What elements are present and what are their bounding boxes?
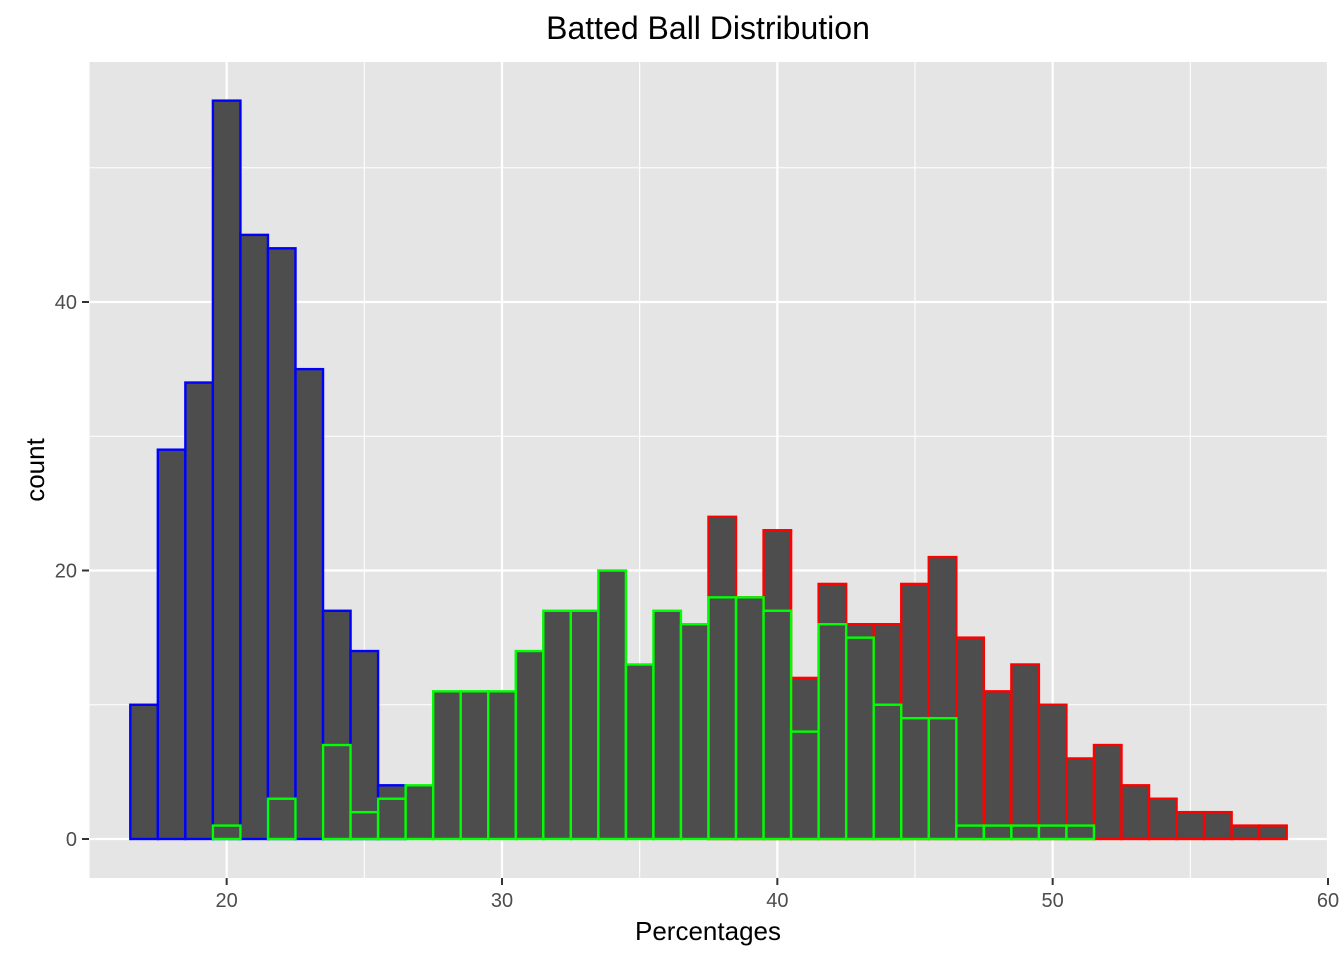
- histogram-bar: [734, 596, 765, 841]
- histogram-bar: [211, 824, 242, 841]
- histogram-bar: [872, 703, 903, 841]
- y-axis-title: count: [20, 437, 50, 501]
- histogram-bar: [1065, 824, 1096, 841]
- histogram-bar: [376, 797, 407, 841]
- histogram-series-3: [211, 569, 1096, 841]
- histogram-bar: [1230, 824, 1261, 841]
- y-tick-label: 0: [66, 829, 77, 851]
- histogram-bar: [569, 609, 600, 841]
- x-tick-label: 20: [216, 890, 238, 912]
- histogram-bar: [817, 623, 848, 841]
- histogram-bar: [211, 99, 242, 841]
- histogram-bar: [927, 716, 958, 841]
- histogram-bar: [156, 448, 187, 841]
- histogram-bar: [266, 247, 297, 841]
- histogram-bar: [900, 716, 930, 841]
- y-axis: 0 20 40: [55, 292, 89, 851]
- histogram-bar: [789, 730, 820, 841]
- chart-title: Batted Ball Distribution: [546, 10, 870, 46]
- histogram-bar: [1092, 743, 1123, 841]
- histogram-bar: [266, 797, 297, 841]
- x-tick-label: 60: [1317, 890, 1339, 912]
- histogram-bar: [184, 381, 215, 841]
- histogram-bar: [762, 609, 793, 841]
- histogram-bar: [1037, 824, 1068, 841]
- histogram-bar: [349, 810, 380, 841]
- x-axis-title: Percentages: [635, 916, 781, 946]
- histogram-bar: [294, 367, 325, 841]
- histogram-bar: [321, 743, 352, 841]
- histogram-bar: [514, 649, 545, 841]
- histogram-bar: [1010, 663, 1041, 841]
- histogram-bar: [982, 690, 1013, 841]
- histogram-bar: [1175, 810, 1206, 841]
- histogram-bar: [955, 636, 986, 841]
- x-tick-label: 40: [766, 890, 788, 912]
- histogram-bar: [955, 824, 986, 841]
- histogram-series-1: [129, 99, 407, 841]
- histogram-bar: [844, 636, 875, 841]
- histogram-bar: [349, 649, 380, 841]
- histogram-bar: [624, 663, 655, 841]
- histogram-bar: [679, 623, 710, 841]
- histogram-bar: [1120, 784, 1151, 841]
- x-tick-label: 30: [491, 890, 513, 912]
- histogram-bar: [1037, 703, 1068, 841]
- histogram-bar: [431, 690, 462, 841]
- histogram-bar: [652, 609, 683, 841]
- histogram-bar: [487, 690, 517, 841]
- histogram-bar: [1147, 797, 1178, 841]
- histogram-bar: [129, 703, 160, 841]
- histogram-bar: [404, 784, 435, 841]
- histogram-bar: [1202, 810, 1233, 841]
- histogram-bar: [459, 690, 490, 841]
- x-axis: 20 30 40 50 60: [216, 878, 1339, 912]
- histogram-bars: [129, 99, 1288, 841]
- histogram-bar: [597, 569, 628, 841]
- histogram-bar: [542, 609, 573, 841]
- histogram-bar: [982, 824, 1013, 841]
- y-tick-label: 40: [55, 292, 77, 314]
- histogram-bar: [239, 233, 270, 841]
- x-tick-label: 50: [1042, 890, 1064, 912]
- histogram-bar: [1010, 824, 1041, 841]
- y-tick-label: 20: [55, 561, 77, 583]
- histogram-bar: [707, 596, 738, 841]
- histogram-bar: [1257, 824, 1288, 841]
